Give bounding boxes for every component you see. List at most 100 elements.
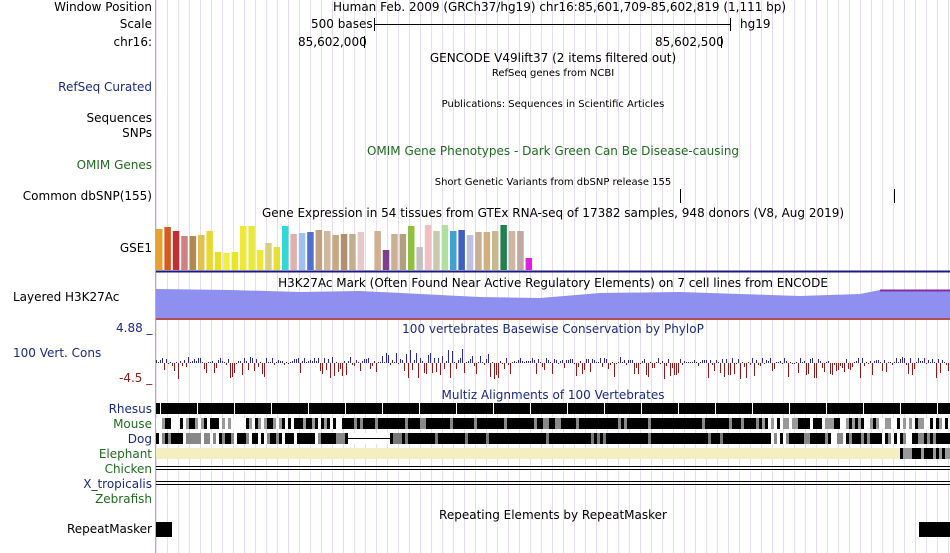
snps-track-label[interactable]: SNPs (122, 126, 152, 140)
alignment-mouse (762, 418, 765, 429)
phylop-bar (250, 357, 251, 363)
alignment-dog (543, 433, 546, 444)
h3k27ac-track-label[interactable]: Layered H3K27Ac (13, 290, 120, 304)
publications-track-title[interactable]: Publications: Sequences in Scientific Ar… (441, 99, 665, 110)
omim-track-title[interactable]: OMIM Gene Phenotypes - Dark Green Can Be… (366, 144, 740, 158)
alignment-mouse (540, 418, 543, 429)
gtex-tissue-bar (256, 250, 264, 270)
phylop-bar (586, 359, 587, 363)
repeatmasker-track-title[interactable]: Repeating Elements by RepeatMasker (439, 508, 667, 522)
phylop-bar (738, 359, 739, 363)
phylop-bar (168, 363, 169, 364)
phylop-bar (638, 363, 639, 374)
refseq-track-title[interactable]: RefSeq genes from NCBI (491, 68, 615, 79)
phylop-bar (752, 358, 753, 363)
phylop-bar (816, 363, 817, 378)
phylop-bar (310, 360, 311, 363)
alignment-dog (261, 433, 264, 444)
phylop-bar (358, 362, 359, 363)
phylop-bar (342, 363, 343, 376)
alignment-dog (900, 433, 903, 444)
alignment-mouse (438, 418, 441, 429)
gtex-track-label[interactable]: GSE1 (119, 241, 152, 255)
phylop-bar (554, 359, 555, 363)
phylop-bar (524, 362, 525, 363)
alignment-mouse (225, 418, 228, 429)
alignment-mouse (669, 418, 672, 429)
alignment-mouse (576, 418, 579, 429)
sequences-track-label[interactable]: Sequences (86, 111, 152, 125)
phylop-bar (360, 363, 361, 371)
alignment-dog (612, 433, 615, 444)
species-x-tropicalis[interactable]: X_tropicalis (83, 477, 152, 491)
omim-track-label[interactable]: OMIM Genes (76, 158, 152, 172)
phylop-bar (600, 358, 601, 363)
alignment-dog (642, 433, 645, 444)
dbsnp-track-title[interactable]: Short Genetic Variants from dbSNP releas… (434, 177, 672, 188)
phylop-track-label[interactable]: 100 Vert. Cons (13, 346, 102, 360)
gtex-tissue-bar (349, 234, 356, 270)
alignment-dog (699, 433, 702, 444)
phylop-bar (742, 362, 743, 363)
phylop-bar (492, 362, 493, 363)
gtex-tissue-bar (332, 235, 339, 270)
phylop-bar (294, 359, 295, 363)
repeatmasker-track-label[interactable]: RepeatMasker (66, 522, 152, 536)
phylop-bar (782, 363, 783, 364)
ruler-position-2: 85,602,500 (655, 35, 724, 49)
multiz-track-title[interactable]: Multiz Alignments of 100 Vertebrates (441, 388, 665, 402)
alignment-dog (441, 433, 444, 444)
phylop-bar (490, 363, 491, 377)
phylop-bar (398, 363, 399, 364)
alignment-mouse (771, 418, 774, 429)
chrom-label: chr16: (113, 35, 152, 49)
phylop-bar (870, 361, 871, 363)
species-chicken[interactable]: Chicken (104, 462, 152, 476)
gencode-track-title[interactable]: GENCODE V49lift37 (2 items filtered out) (429, 51, 677, 65)
phylop-bar (246, 361, 247, 363)
alignment-dog (213, 433, 216, 444)
alignment-dog (564, 433, 567, 444)
phylop-bar (532, 358, 533, 363)
alignment-mouse (465, 418, 468, 429)
alignment-mouse (477, 418, 480, 429)
species-elephant[interactable]: Elephant (98, 447, 152, 461)
phylop-bar (744, 363, 745, 367)
alignment-mouse (309, 418, 312, 429)
gtex-track-title[interactable]: Gene Expression in 54 tissues from GTEx … (261, 206, 845, 220)
phylop-bar (740, 363, 741, 379)
alignment-dog (225, 433, 228, 444)
refseq-track-label[interactable]: RefSeq Curated (58, 80, 152, 94)
alignment-dog (258, 433, 261, 444)
species-dog[interactable]: Dog (127, 432, 152, 446)
phylop-bar (260, 362, 261, 363)
alignment-mouse (264, 418, 267, 429)
phylop-bar (876, 360, 877, 363)
scale-label: Scale (119, 17, 152, 31)
phylop-bar (522, 361, 523, 363)
alignment-dog (768, 433, 771, 444)
alignment-dog (309, 433, 312, 444)
dbsnp-track-label[interactable]: Common dbSNP(155) (22, 189, 152, 203)
alignment-mouse (204, 418, 207, 429)
alignment-dog (411, 433, 414, 444)
alignment-mouse (291, 418, 294, 429)
alignment-mouse (942, 418, 945, 429)
phylop-bar (592, 359, 593, 363)
phylop-bar (920, 361, 921, 363)
species-rhesus[interactable]: Rhesus (108, 402, 152, 416)
h3k27ac-track-title[interactable]: H3K27Ac Mark (Often Found Near Active Re… (278, 276, 828, 290)
species-zebrafish[interactable]: Zebrafish (95, 492, 152, 506)
alignment-mouse (594, 418, 597, 429)
species-mouse[interactable]: Mouse (113, 417, 152, 431)
phylop-bar (198, 358, 199, 363)
alignment-mouse (402, 418, 405, 429)
alignment-dog (243, 433, 246, 444)
alignment-mouse (210, 418, 213, 429)
phylop-bar (280, 361, 281, 363)
phylop-bar (220, 358, 221, 363)
alignment-mouse (444, 418, 447, 429)
phylop-track-title[interactable]: 100 vertebrates Basewise Conservation by… (402, 322, 704, 336)
phylop-bar (232, 363, 233, 377)
alignment-dog (303, 433, 306, 444)
